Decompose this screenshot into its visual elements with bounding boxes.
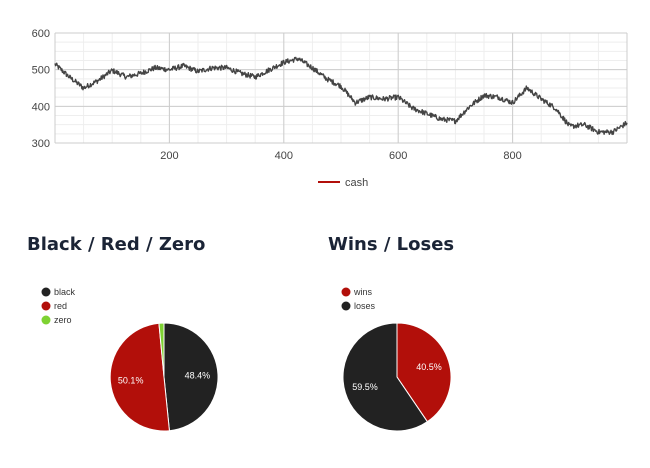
x-tick-label: 400 — [275, 150, 293, 162]
cash-line-chart: 300 400 500 600 200 400 600 800 cash — [32, 28, 628, 189]
pie2-title: Wins / Loses — [328, 234, 455, 255]
legend-item-loses: loses — [341, 301, 376, 311]
pie-slice-wins — [396, 322, 452, 423]
y-tick-label: 300 — [32, 138, 50, 150]
pie-slice-red — [109, 322, 170, 432]
pie-data-label-loses: 59.5% — [352, 382, 378, 392]
pie-slice-loses — [342, 322, 429, 432]
legend-swatch-wins — [341, 287, 351, 297]
legend-swatch-red — [41, 301, 51, 311]
legend-label-red: red — [54, 301, 67, 311]
legend-item-zero: zero — [41, 315, 72, 325]
x-tick-label: 600 — [389, 150, 407, 162]
pie-slice-black — [163, 322, 219, 432]
pie-data-label-wins: 40.5% — [416, 362, 442, 372]
y-tick-label: 600 — [32, 28, 50, 40]
pie-data-label-black: 48.4% — [185, 370, 211, 380]
x-tick-label: 200 — [160, 150, 178, 162]
wins-loses-pie-chart: wins loses 40.5% 59.5% — [341, 287, 452, 432]
cash-series-line — [54, 56, 628, 136]
legend-label-wins: wins — [353, 287, 373, 297]
legend-item-wins: wins — [341, 287, 373, 297]
pie-slice-zero — [158, 322, 165, 378]
black-red-zero-pie-chart: black red zero 48.4% 50.1% — [41, 287, 219, 432]
legend-label-black: black — [54, 287, 76, 297]
legend-item-red: red — [41, 301, 67, 311]
legend-label-loses: loses — [354, 301, 376, 311]
pie1-title: Black / Red / Zero — [27, 234, 206, 255]
cash-legend-label: cash — [345, 177, 368, 189]
legend-swatch-black — [41, 287, 51, 297]
x-tick-label: 800 — [503, 150, 521, 162]
legend-label-zero: zero — [54, 315, 72, 325]
y-tick-label: 500 — [32, 65, 50, 77]
legend-swatch-loses — [341, 301, 351, 311]
pie-data-label-red: 50.1% — [118, 375, 144, 385]
legend-swatch-zero — [41, 315, 51, 325]
legend-item-black: black — [41, 287, 76, 297]
y-tick-label: 400 — [32, 101, 50, 113]
cash-legend: cash — [318, 177, 368, 189]
